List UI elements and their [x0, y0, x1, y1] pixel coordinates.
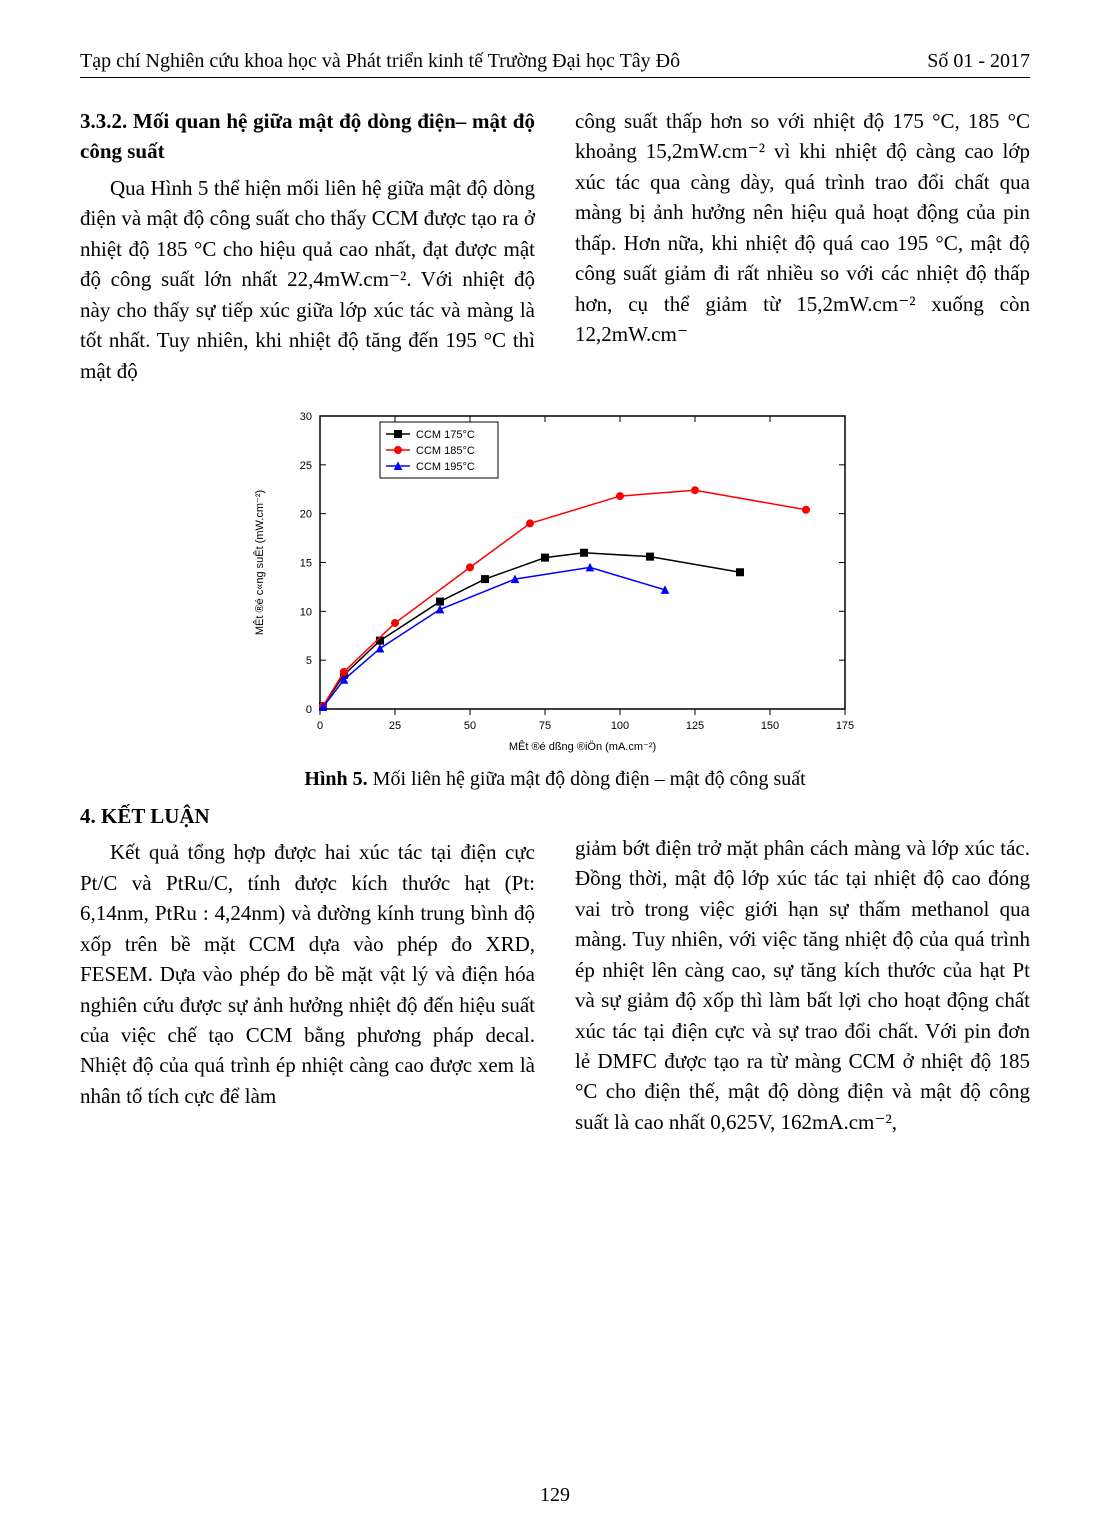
section-3-3-2-heading: 3.3.2. Mối quan hệ giữa mật độ dòng điện… [80, 106, 535, 167]
figure-5-caption: Hình 5. Mối liên hệ giữa mật độ dòng điệ… [80, 768, 1030, 791]
svg-text:100: 100 [611, 720, 629, 732]
figure-5-chart: 0 25 50 75 100 125 150 175 0 5 10 15 20 25 30 MÊt ®é dß… [245, 404, 865, 764]
journal-title: Tạp chí Nghiên cứu khoa học và Phát triể… [80, 50, 680, 73]
lower-right-col: giảm bớt điện trở mặt phân cách màng và … [575, 801, 1030, 1141]
lower-columns: 4. KẾT LUẬN Kết quả tổng hợp được hai xú… [80, 801, 1030, 1141]
svg-text:10: 10 [300, 606, 312, 618]
issue-label: Số 01 - 2017 [927, 50, 1030, 73]
section-4-heading: 4. KẾT LUẬN [80, 801, 535, 831]
svg-text:25: 25 [389, 720, 401, 732]
section-3-3-2-para-left: Qua Hình 5 thể hiện mối liên hệ giữa mật… [80, 173, 535, 386]
svg-text:MÊt ®é dßng ®iÖn (mA.cm⁻²): MÊt ®é dßng ®iÖn (mA.cm⁻²) [509, 740, 656, 753]
figure-5-caption-bold: Hình 5. [304, 768, 367, 790]
upper-columns: 3.3.2. Mối quan hệ giữa mật độ dòng điện… [80, 106, 1030, 390]
page-header: Tạp chí Nghiên cứu khoa học và Phát triể… [80, 50, 1030, 78]
figure-5: 0 25 50 75 100 125 150 175 0 5 10 15 20 25 30 MÊt ®é dß… [80, 404, 1030, 791]
svg-text:175: 175 [836, 720, 854, 732]
svg-text:0: 0 [306, 704, 312, 716]
svg-text:5: 5 [306, 655, 312, 667]
section-3-3-2-para-right: công suất thấp hơn so với nhiệt độ 175 °… [575, 106, 1030, 350]
svg-text:20: 20 [300, 509, 312, 521]
svg-text:0: 0 [317, 720, 323, 732]
upper-left-col: 3.3.2. Mối quan hệ giữa mật độ dòng điện… [80, 106, 535, 390]
svg-text:150: 150 [761, 720, 779, 732]
svg-text:CCM 185°C: CCM 185°C [416, 445, 475, 457]
svg-text:CCM 175°C: CCM 175°C [416, 429, 475, 441]
upper-right-col: công suất thấp hơn so với nhiệt độ 175 °… [575, 106, 1030, 390]
svg-text:15: 15 [300, 557, 312, 569]
page-number: 129 [0, 1484, 1110, 1507]
svg-text:CCM 195°C: CCM 195°C [416, 461, 475, 473]
page: Tạp chí Nghiên cứu khoa học và Phát triể… [0, 0, 1110, 1535]
svg-text:125: 125 [686, 720, 704, 732]
lower-left-col: 4. KẾT LUẬN Kết quả tổng hợp được hai xú… [80, 801, 535, 1141]
svg-text:30: 30 [300, 411, 312, 423]
svg-text:50: 50 [464, 720, 476, 732]
svg-text:25: 25 [300, 460, 312, 472]
section-4-para-right: giảm bớt điện trở mặt phân cách màng và … [575, 833, 1030, 1137]
section-4-para-left: Kết quả tổng hợp được hai xúc tác tại đi… [80, 837, 535, 1111]
svg-text:75: 75 [539, 720, 551, 732]
figure-5-caption-text: Mối liên hệ giữa mật độ dòng điện – mật … [368, 768, 806, 790]
svg-text:MÊt ®é c«ng suÊt (mW.cm⁻²): MÊt ®é c«ng suÊt (mW.cm⁻²) [253, 490, 266, 635]
